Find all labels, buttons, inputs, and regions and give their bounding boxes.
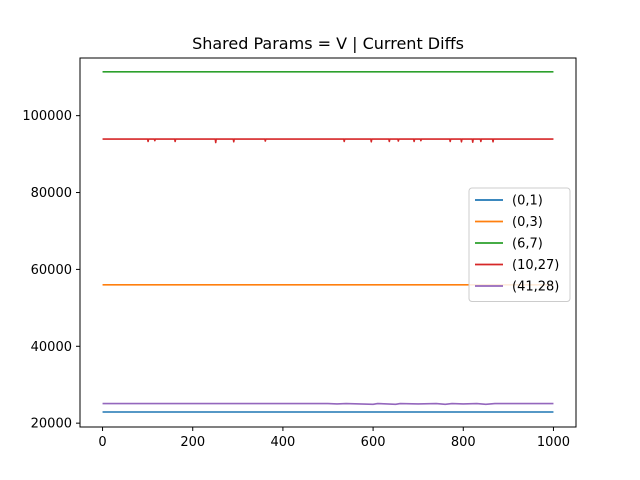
plot-frame	[79, 57, 577, 428]
y-tick-label: 60000	[31, 263, 72, 278]
legend-label-2: (6,7)	[512, 237, 543, 252]
x-tick-label: 600	[361, 435, 386, 450]
legend-label-1: (0,3)	[512, 215, 543, 230]
x-tick-label: 200	[180, 435, 205, 450]
legend: (0,1) (0,3) (6,7) (10,27) (41,28)	[468, 187, 571, 302]
legend-label-0: (0,1)	[512, 194, 543, 209]
x-tick-label: 800	[451, 435, 476, 450]
x-tick-label: 1000	[537, 435, 570, 450]
x-axis: 0 200 400 600 800 1000	[98, 427, 570, 450]
series-line-3	[102, 138, 554, 144]
plot-area	[79, 57, 577, 428]
series-line-4	[102, 402, 554, 406]
y-tick-label: 20000	[31, 417, 72, 432]
x-tick-label: 400	[270, 435, 295, 450]
y-tick-label: 100000	[22, 109, 72, 124]
legend-label-3: (10,27)	[512, 258, 559, 273]
legend-label-4: (41,28)	[512, 280, 559, 295]
legend-box	[468, 187, 571, 302]
y-tick-label: 40000	[31, 340, 72, 355]
y-axis: 20000 40000 60000 80000 100000	[22, 109, 80, 432]
chart-title: Shared Params = V | Current Diffs	[192, 34, 464, 53]
y-tick-label: 80000	[31, 186, 72, 201]
x-tick-label: 0	[98, 435, 106, 450]
